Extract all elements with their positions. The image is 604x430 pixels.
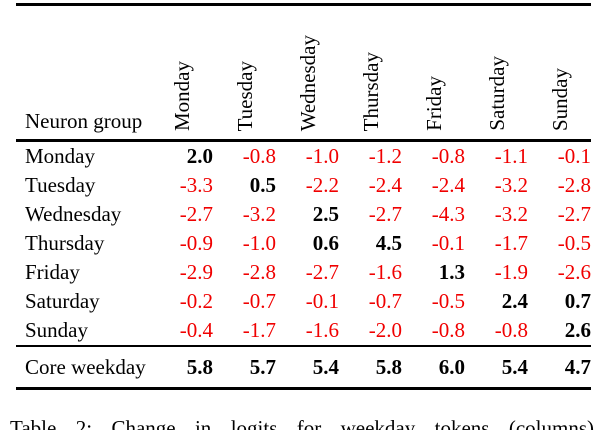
value-cell: -0.8 bbox=[242, 144, 276, 168]
header-row: Neuron group Monday Tuesday Wednesday Th… bbox=[16, 3, 591, 142]
table-row-thursday: Thursday -0.9 -1.0 0.6 4.5 -0.1 -1.7 -0.… bbox=[16, 229, 591, 258]
value-cell: -2.0 bbox=[368, 318, 402, 342]
row-label: Tuesday bbox=[25, 173, 96, 197]
row-label: Sunday bbox=[25, 318, 88, 342]
value-cell: -0.1 bbox=[305, 289, 339, 313]
value-cell: -1.7 bbox=[242, 318, 276, 342]
value-cell: -1.1 bbox=[494, 144, 528, 168]
value-cell: 2.5 bbox=[312, 202, 339, 226]
value-cell: 4.5 bbox=[375, 231, 402, 255]
value-cell: -2.6 bbox=[557, 260, 591, 284]
value-cell: -1.6 bbox=[368, 260, 402, 284]
column-header-monday: Monday bbox=[150, 3, 213, 142]
row-label: Core weekday bbox=[16, 345, 150, 390]
weekday-logits-table: Neuron group Monday Tuesday Wednesday Th… bbox=[16, 3, 591, 390]
value-cell: -0.2 bbox=[179, 289, 213, 313]
value-cell: 0.6 bbox=[312, 231, 339, 255]
table-row-sunday: Sunday -0.4 -1.7 -1.6 -2.0 -0.8 -0.8 2.6 bbox=[16, 316, 591, 346]
value-cell: -3.2 bbox=[242, 202, 276, 226]
value-cell: -0.7 bbox=[368, 289, 402, 313]
column-header-label: Tuesday bbox=[232, 60, 257, 131]
value-cell: -1.6 bbox=[305, 318, 339, 342]
value-cell: -2.4 bbox=[368, 173, 402, 197]
table-row-saturday: Saturday -0.2 -0.7 -0.1 -0.7 -0.5 2.4 0.… bbox=[16, 287, 591, 316]
value-cell: 5.8 bbox=[150, 345, 213, 390]
column-header-label: Wednesday bbox=[295, 34, 320, 131]
row-label: Friday bbox=[25, 260, 80, 284]
column-header-sunday: Sunday bbox=[528, 3, 591, 142]
value-cell: 6.0 bbox=[402, 345, 465, 390]
table-row-tuesday: Tuesday -3.3 0.5 -2.2 -2.4 -2.4 -3.2 -2.… bbox=[16, 171, 591, 200]
value-cell: -0.4 bbox=[179, 318, 213, 342]
value-cell: -0.8 bbox=[431, 318, 465, 342]
value-cell: 2.6 bbox=[564, 318, 591, 342]
value-cell: 4.7 bbox=[528, 345, 591, 390]
value-cell: 0.5 bbox=[249, 173, 276, 197]
column-header-wednesday: Wednesday bbox=[276, 3, 339, 142]
column-header-label: Monday bbox=[169, 61, 194, 131]
row-label: Saturday bbox=[25, 289, 100, 313]
value-cell: 2.0 bbox=[186, 144, 213, 168]
value-cell: -2.7 bbox=[179, 202, 213, 226]
value-cell: -3.2 bbox=[494, 173, 528, 197]
value-cell: 2.4 bbox=[501, 289, 528, 313]
value-cell: -2.7 bbox=[557, 202, 591, 226]
value-cell: -2.8 bbox=[242, 260, 276, 284]
row-label: Monday bbox=[25, 144, 95, 168]
row-label: Thursday bbox=[25, 231, 105, 255]
table-row-monday: Monday 2.0 -0.8 -1.0 -1.2 -0.8 -1.1 -0.1 bbox=[16, 141, 591, 172]
value-cell: -4.3 bbox=[431, 202, 465, 226]
column-header-label: Thursday bbox=[358, 51, 383, 131]
value-cell: -1.7 bbox=[494, 231, 528, 255]
row-group-header: Neuron group bbox=[16, 3, 150, 142]
value-cell: -0.7 bbox=[242, 289, 276, 313]
column-header-friday: Friday bbox=[402, 3, 465, 142]
value-cell: -0.8 bbox=[431, 144, 465, 168]
value-cell: -1.0 bbox=[242, 231, 276, 255]
value-cell: -3.2 bbox=[494, 202, 528, 226]
column-header-label: Saturday bbox=[484, 56, 509, 131]
value-cell: -2.9 bbox=[179, 260, 213, 284]
value-cell: 0.7 bbox=[564, 289, 591, 313]
value-cell: 1.3 bbox=[438, 260, 465, 284]
value-cell: -1.9 bbox=[494, 260, 528, 284]
value-cell: -1.0 bbox=[305, 144, 339, 168]
column-header-label: Sunday bbox=[547, 68, 572, 131]
table-row-core-weekday: Core weekday 5.8 5.7 5.4 5.8 6.0 5.4 4.7 bbox=[16, 345, 591, 390]
value-cell: -3.3 bbox=[179, 173, 213, 197]
table-caption: Table 2: Change in logits for weekday to… bbox=[10, 416, 594, 430]
value-cell: -2.2 bbox=[305, 173, 339, 197]
value-cell: -2.4 bbox=[431, 173, 465, 197]
value-cell: -2.8 bbox=[557, 173, 591, 197]
value-cell: -1.2 bbox=[368, 144, 402, 168]
column-header-thursday: Thursday bbox=[339, 3, 402, 142]
value-cell: -0.1 bbox=[557, 144, 591, 168]
value-cell: 5.8 bbox=[339, 345, 402, 390]
value-cell: 5.7 bbox=[213, 345, 276, 390]
table-row-wednesday: Wednesday -2.7 -3.2 2.5 -2.7 -4.3 -3.2 -… bbox=[16, 200, 591, 229]
value-cell: -2.7 bbox=[368, 202, 402, 226]
table-row-friday: Friday -2.9 -2.8 -2.7 -1.6 1.3 -1.9 -2.6 bbox=[16, 258, 591, 287]
row-label: Wednesday bbox=[25, 202, 122, 226]
column-header-tuesday: Tuesday bbox=[213, 3, 276, 142]
value-cell: -0.8 bbox=[494, 318, 528, 342]
value-cell: -0.9 bbox=[179, 231, 213, 255]
value-cell: 5.4 bbox=[276, 345, 339, 390]
value-cell: -0.5 bbox=[557, 231, 591, 255]
value-cell: -2.7 bbox=[305, 260, 339, 284]
value-cell: 5.4 bbox=[465, 345, 528, 390]
value-cell: -0.5 bbox=[431, 289, 465, 313]
column-header-saturday: Saturday bbox=[465, 3, 528, 142]
column-header-label: Friday bbox=[421, 76, 446, 131]
value-cell: -0.1 bbox=[431, 231, 465, 255]
